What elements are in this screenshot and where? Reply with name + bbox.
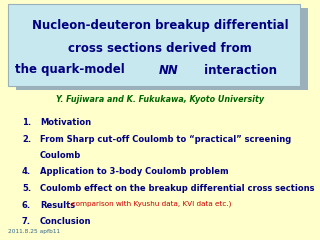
Text: 5.: 5.: [22, 184, 31, 193]
Text: Coulomb effect on the breakup differential cross sections: Coulomb effect on the breakup differenti…: [40, 184, 315, 193]
FancyBboxPatch shape: [16, 8, 308, 90]
Text: Motivation: Motivation: [40, 118, 91, 127]
Text: ( comparison with Kyushu data, KVI data etc.): ( comparison with Kyushu data, KVI data …: [62, 200, 231, 207]
Text: NN: NN: [159, 64, 179, 77]
FancyBboxPatch shape: [8, 4, 300, 86]
Text: the quark-model: the quark-model: [15, 64, 129, 77]
Text: Y. Fujiwara and K. Fukukawa, Kyoto University: Y. Fujiwara and K. Fukukawa, Kyoto Unive…: [56, 96, 264, 104]
Text: 2.: 2.: [22, 134, 31, 144]
Text: 1.: 1.: [22, 118, 31, 127]
Text: From Sharp cut-off Coulomb to “practical” screening: From Sharp cut-off Coulomb to “practical…: [40, 134, 291, 144]
Text: Coulomb: Coulomb: [40, 151, 81, 160]
Text: interaction: interaction: [200, 64, 277, 77]
Text: Conclusion: Conclusion: [40, 217, 92, 226]
Text: 4.: 4.: [22, 168, 31, 176]
Text: 7.: 7.: [22, 217, 31, 226]
Text: 2011.8.25 apfb11: 2011.8.25 apfb11: [8, 229, 60, 234]
Text: cross sections derived from: cross sections derived from: [68, 42, 252, 54]
Text: Results: Results: [40, 200, 75, 210]
Text: Application to 3-body Coulomb problem: Application to 3-body Coulomb problem: [40, 168, 228, 176]
Text: Nucleon-deuteron breakup differential: Nucleon-deuteron breakup differential: [32, 19, 288, 32]
Text: 6.: 6.: [22, 200, 31, 210]
